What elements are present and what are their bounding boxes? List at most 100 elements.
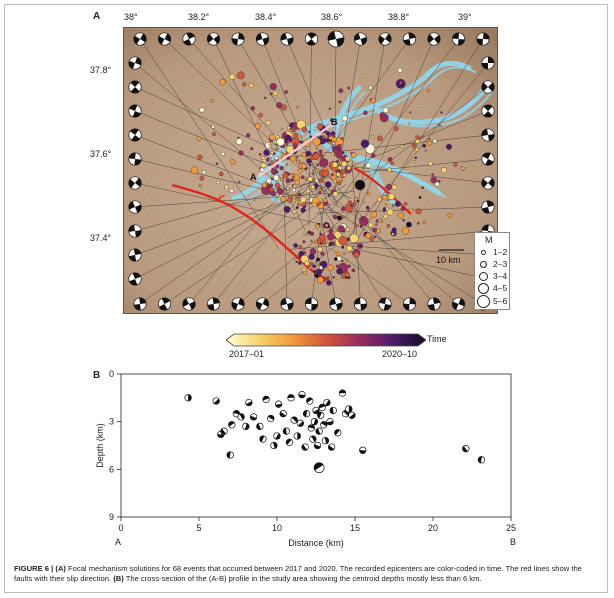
epicenter	[285, 163, 288, 166]
epicenter	[428, 137, 431, 141]
epicenter	[342, 252, 346, 256]
connector-line	[285, 110, 489, 193]
focal-mechanism-icon	[255, 297, 270, 311]
epicenter	[373, 235, 377, 238]
epicenter	[296, 159, 301, 164]
focal-mechanism-point	[249, 413, 258, 421]
caption-a-text: Focal mechanism solutions for 68 events …	[14, 564, 582, 583]
lat-tick: 37.4°	[90, 233, 112, 243]
reservoir-branch	[426, 60, 472, 76]
epicenter	[347, 275, 351, 280]
epicenter	[336, 276, 340, 280]
legend-circle	[480, 261, 487, 268]
epicenter	[318, 149, 323, 154]
epicenter	[382, 209, 386, 213]
x-tick-label: 20	[428, 523, 438, 533]
lat-tick: 37.6°	[90, 149, 112, 159]
epicenter	[316, 123, 324, 130]
epicenter	[312, 178, 316, 181]
focal-mechanism-point	[301, 443, 309, 451]
epicenter	[363, 233, 367, 237]
epicenter	[321, 268, 325, 272]
connector-line	[342, 62, 489, 245]
epicenter	[333, 230, 342, 239]
epicenter	[285, 143, 289, 147]
colorbar-start-label: 2017–01	[229, 349, 265, 359]
epicenter	[275, 89, 280, 94]
epicenter	[242, 82, 247, 87]
focal-mechanism-point	[329, 406, 337, 415]
profile-end-a: A	[115, 537, 122, 547]
epicenter	[222, 89, 226, 93]
focal-mechanism-point	[282, 427, 291, 435]
epicenter	[341, 115, 348, 122]
y-tick-label: 9	[109, 512, 114, 522]
epicenter	[328, 241, 333, 246]
epicenter	[302, 233, 306, 237]
epicenter	[269, 82, 277, 91]
epicenter	[354, 179, 366, 191]
epicenter	[221, 151, 226, 156]
epicenter	[366, 191, 371, 196]
connector-line	[134, 191, 355, 208]
epicenter	[276, 102, 283, 109]
epicenter	[289, 127, 292, 131]
epicenter	[226, 82, 229, 86]
epicenter	[296, 203, 300, 206]
focal-mechanism-point	[274, 400, 283, 408]
epicenter	[279, 177, 284, 182]
lon-tick: 38.4°	[255, 12, 277, 22]
focal-mechanism-icon	[157, 297, 172, 311]
epicenter	[321, 169, 329, 177]
focal-mechanism-point	[338, 389, 347, 397]
epicenter	[298, 140, 302, 144]
focal-mechanism-icon	[427, 297, 441, 311]
epicenter	[399, 81, 403, 85]
epicenter	[314, 272, 317, 275]
map-canvas: A B 10 km	[124, 28, 497, 313]
epicenter	[333, 257, 338, 261]
epicenter	[286, 140, 290, 144]
epicenter	[335, 251, 340, 256]
focal-mechanism-icon	[231, 32, 245, 46]
focal-mechanism-point	[313, 462, 325, 474]
epicenter	[291, 172, 295, 177]
reservoir-branch	[331, 85, 362, 141]
epicenter	[305, 176, 309, 180]
epicenter	[345, 227, 350, 232]
epicenter	[292, 195, 297, 200]
epicenter	[324, 223, 329, 228]
epicenter	[382, 107, 389, 113]
focal-mechanism-icon	[378, 32, 392, 46]
epicenter	[254, 122, 262, 130]
focal-mechanism-point	[245, 398, 253, 407]
focal-mechanism-icon	[128, 104, 142, 118]
magnitude-legend: M 1–2 2–3 3–4 4–5 5–6	[474, 232, 510, 310]
epicenter	[219, 79, 226, 86]
epicenter	[418, 196, 422, 199]
epicenter	[369, 236, 375, 242]
epicenter	[386, 208, 394, 216]
focal-mechanism-icon	[206, 297, 221, 311]
focal-mechanism-icon	[128, 152, 142, 166]
epicenter	[416, 222, 420, 225]
cross-section-canvas: 0 5 10 15 20 25 0 3 6 9 Distance (km) Depth (km)	[95, 369, 516, 548]
focal-mechanism-icon	[481, 56, 495, 70]
epicenter	[327, 264, 334, 272]
epicenter	[460, 166, 465, 171]
connector-line	[290, 230, 489, 250]
epicenter	[349, 233, 359, 243]
epicenter	[274, 182, 281, 189]
focal-mechanism-icon	[182, 32, 196, 46]
epicenter	[335, 151, 343, 159]
epicenter	[362, 201, 366, 204]
focal-mechanism-point	[477, 456, 486, 464]
epicenter	[212, 132, 216, 137]
epicenter	[315, 169, 318, 172]
reservoir-branch	[434, 66, 476, 78]
epicenter	[297, 192, 302, 197]
epicenter	[301, 152, 307, 158]
epicenter	[446, 143, 453, 150]
connector-line	[351, 154, 361, 305]
scale-bar-label: 10 km	[436, 255, 461, 265]
